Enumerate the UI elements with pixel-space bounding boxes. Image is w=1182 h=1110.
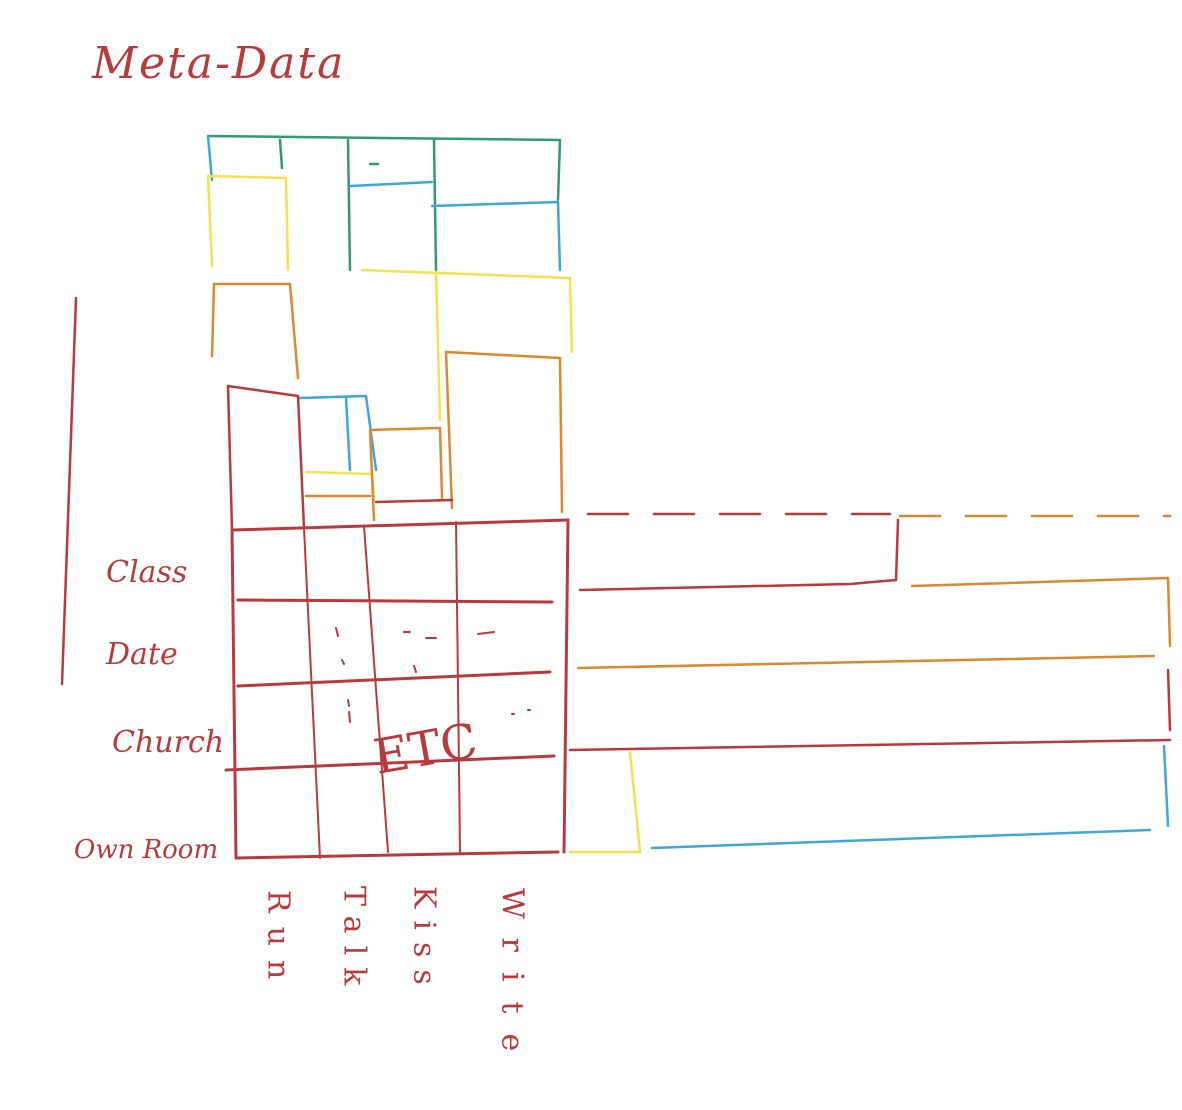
right-extension-orange	[576, 514, 1172, 670]
yellow-block	[206, 174, 574, 502]
row-labels: Class Date Church Own Room	[74, 555, 224, 865]
column-label: Write	[495, 888, 530, 1071]
right-extension-blue	[650, 744, 1170, 850]
left-bracket-line	[60, 296, 78, 686]
red-block	[226, 384, 454, 532]
column-labels: Run Talk Kiss Write	[261, 886, 530, 1071]
column-label: Kiss	[407, 886, 442, 997]
row-label: Class	[106, 555, 187, 590]
main-grid	[224, 518, 570, 860]
row-label: Church	[112, 725, 224, 760]
grid-dots	[335, 627, 531, 723]
row-label: Own Room	[74, 835, 218, 865]
column-label: Run	[261, 890, 296, 993]
blue-block	[206, 134, 562, 472]
right-extension-yellow	[568, 750, 642, 854]
right-extension-red	[568, 512, 1172, 752]
page-title: Meta-Data	[91, 38, 345, 89]
column-label: Talk	[337, 886, 372, 997]
grid-annotation: ETC	[370, 713, 482, 786]
row-label: Date	[105, 637, 178, 672]
orange-block	[210, 282, 564, 522]
